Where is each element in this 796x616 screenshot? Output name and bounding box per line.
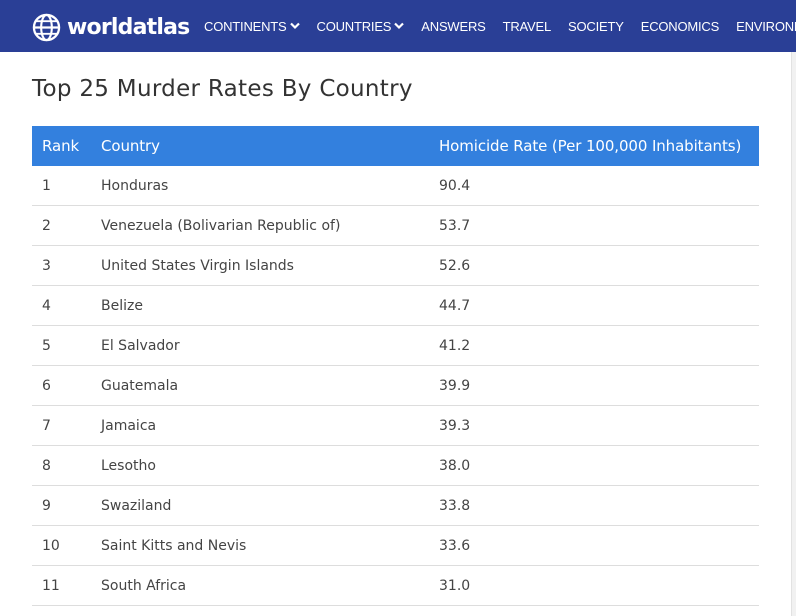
- table-header-row: Rank Country Homicide Rate (Per 100,000 …: [32, 126, 759, 166]
- header-country: Country: [91, 126, 429, 166]
- nav-item-label: TRAVEL: [502, 18, 552, 34]
- table-row: 1 Honduras 90.4: [32, 166, 759, 206]
- chevron-down-icon: [289, 22, 300, 30]
- table-row: 7 Jamaica 39.3: [32, 405, 759, 446]
- nav-item-label: CONTINENTS: [204, 18, 287, 34]
- nav-item-countries[interactable]: COUNTRIES: [317, 19, 405, 34]
- nav-item-economics[interactable]: ECONOMICS: [640, 18, 720, 34]
- cell-rank: 6: [32, 365, 91, 406]
- cell-rank: 3: [32, 245, 91, 286]
- nav-item-answers[interactable]: ANSWERS: [421, 18, 486, 34]
- cell-homicide-rate: 90.4: [429, 166, 759, 206]
- cell-rank: 1: [32, 166, 91, 206]
- main-nav: CONTINENTS COUNTRIES ANSWERS TRAVEL SOCI…: [204, 0, 796, 52]
- table-row: 10 Saint Kitts and Nevis 33.6: [32, 525, 759, 566]
- nav-item-label: SOCIETY: [568, 18, 624, 34]
- table-row: 11 South Africa 31.0: [32, 565, 759, 606]
- cell-homicide-rate: 44.7: [429, 285, 759, 326]
- cell-homicide-rate: 53.7: [429, 205, 759, 246]
- cell-rank: 9: [32, 485, 91, 526]
- page-title: Top 25 Murder Rates By Country: [32, 76, 413, 102]
- table-row: 4 Belize 44.7: [32, 285, 759, 326]
- cell-rank: 5: [32, 325, 91, 366]
- cell-rank: 11: [32, 565, 91, 606]
- top-navbar: worldatlas CONTINENTS COUNTRIES ANSWERS …: [0, 0, 796, 52]
- cell-country: Belize: [91, 285, 429, 326]
- table-row: 9 Swaziland 33.8: [32, 485, 759, 526]
- cell-homicide-rate: 33.6: [429, 525, 759, 566]
- cell-country: Venezuela (Bolivarian Republic of): [91, 205, 429, 246]
- table-body: 1 Honduras 90.4 2 Venezuela (Bolivarian Repu…: [32, 166, 759, 606]
- cell-homicide-rate: 52.6: [429, 245, 759, 286]
- cell-country: Lesotho: [91, 445, 429, 486]
- nav-item-society[interactable]: SOCIETY: [568, 19, 624, 34]
- logo-text: worldatlas: [67, 14, 190, 40]
- nav-item-label: ENVIRONMENT: [736, 18, 796, 34]
- nav-item-environment[interactable]: ENVIRONMENT: [736, 19, 796, 34]
- cell-rank: 2: [32, 205, 91, 246]
- nav-item-label: COUNTRIES: [316, 18, 392, 34]
- chevron-down-icon: [394, 22, 405, 30]
- table-row: 8 Lesotho 38.0: [32, 445, 759, 486]
- cell-homicide-rate: 39.3: [429, 405, 759, 446]
- cell-country: Jamaica: [91, 405, 429, 446]
- nav-item-label: ECONOMICS: [640, 18, 720, 34]
- header-rank: Rank: [32, 126, 91, 166]
- header-homicide-rate: Homicide Rate (Per 100,000 Inhabitants): [429, 126, 759, 166]
- nav-item-travel[interactable]: TRAVEL: [502, 18, 552, 34]
- cell-country: Swaziland: [91, 485, 429, 526]
- cell-rank: 10: [32, 525, 91, 566]
- cell-country: Saint Kitts and Nevis: [91, 525, 429, 566]
- nav-item-continents[interactable]: CONTINENTS: [204, 19, 300, 34]
- nav-item-label: ANSWERS: [421, 18, 486, 34]
- cell-country: South Africa: [91, 565, 429, 606]
- cell-rank: 8: [32, 445, 91, 486]
- page-scrollbar[interactable]: [791, 52, 796, 616]
- cell-country: Honduras: [91, 166, 429, 206]
- cell-homicide-rate: 39.9: [429, 365, 759, 406]
- cell-country: Guatemala: [91, 365, 429, 406]
- table-row: 2 Venezuela (Bolivarian Republic of) 53.7: [32, 205, 759, 246]
- cell-homicide-rate: 41.2: [429, 325, 759, 366]
- table-row: 6 Guatemala 39.9: [32, 365, 759, 406]
- cell-country: El Salvador: [91, 325, 429, 366]
- table-row: 5 El Salvador 41.2: [32, 325, 759, 366]
- murder-rate-table: Rank Country Homicide Rate (Per 100,000 …: [32, 126, 759, 606]
- table-row: 3 United States Virgin Islands 52.6: [32, 245, 759, 286]
- site-logo[interactable]: worldatlas: [32, 12, 190, 42]
- cell-rank: 4: [32, 285, 91, 326]
- cell-country: United States Virgin Islands: [91, 245, 429, 286]
- cell-rank: 7: [32, 405, 91, 446]
- cell-homicide-rate: 31.0: [429, 565, 759, 606]
- globe-icon: [32, 13, 61, 41]
- cell-homicide-rate: 33.8: [429, 485, 759, 526]
- cell-homicide-rate: 38.0: [429, 445, 759, 486]
